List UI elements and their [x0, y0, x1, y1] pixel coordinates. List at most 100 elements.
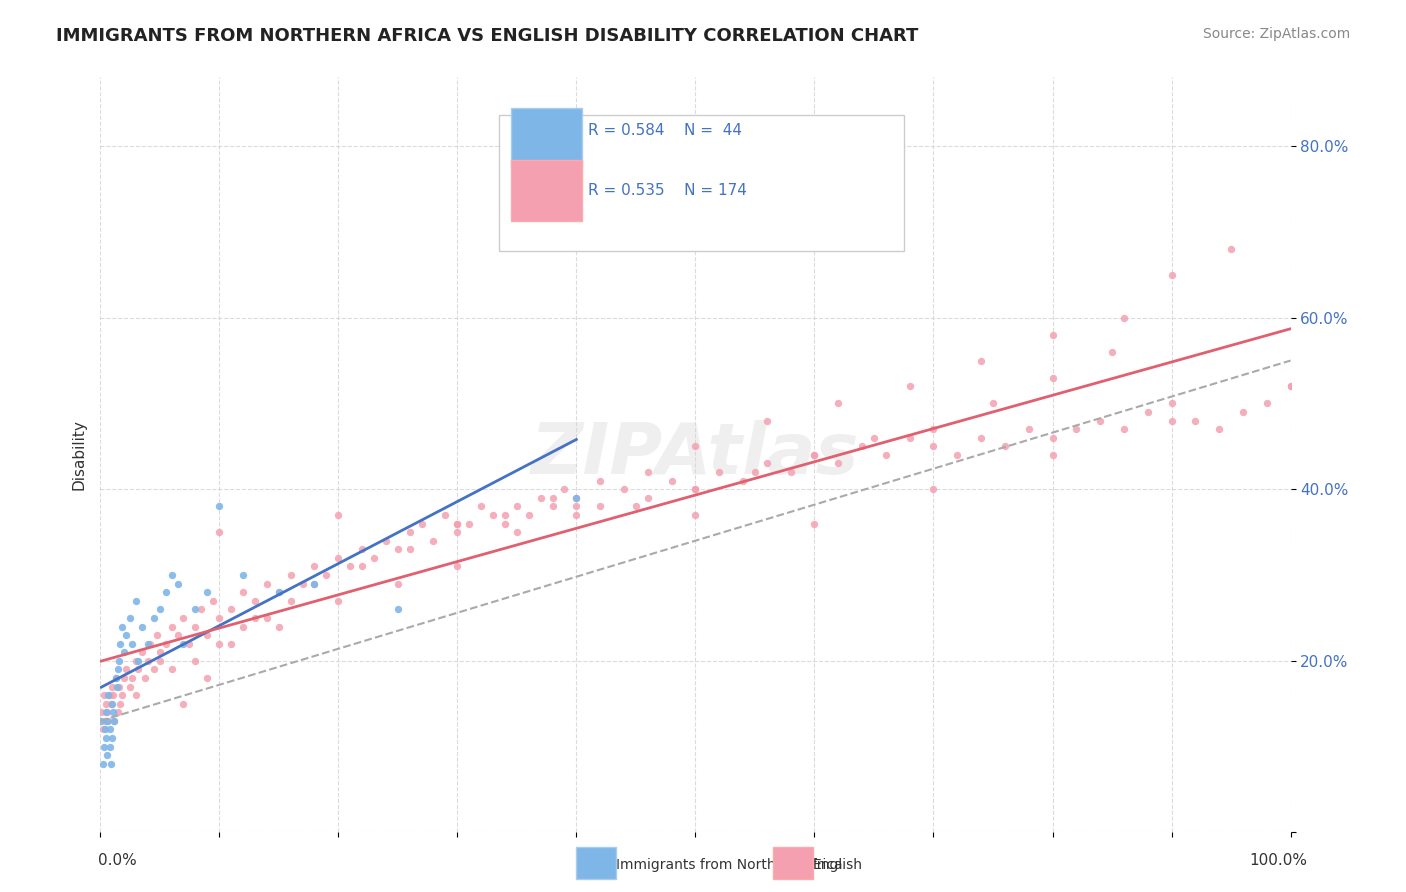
Point	[946, 448, 969, 462]
Point	[96, 706, 118, 720]
Point	[589, 474, 612, 488]
Point	[446, 516, 468, 531]
Point	[103, 714, 125, 728]
Point	[91, 723, 114, 737]
Point	[922, 482, 945, 496]
Point	[94, 723, 117, 737]
Point	[1101, 345, 1123, 359]
Point	[291, 576, 314, 591]
Point	[1136, 405, 1159, 419]
Point	[195, 671, 218, 685]
Point	[1066, 422, 1088, 436]
Point	[93, 688, 115, 702]
Point	[267, 585, 290, 599]
Point	[315, 568, 337, 582]
Point	[96, 748, 118, 763]
Point	[1279, 379, 1302, 393]
Point	[184, 654, 207, 668]
Point	[107, 706, 129, 720]
Point	[243, 594, 266, 608]
Point	[202, 594, 225, 608]
Point	[115, 628, 138, 642]
Point	[139, 637, 162, 651]
Point	[142, 662, 165, 676]
Point	[267, 619, 290, 633]
Point	[744, 465, 766, 479]
Point	[875, 448, 897, 462]
Point	[613, 482, 636, 496]
Point	[779, 465, 801, 479]
Point	[100, 697, 122, 711]
Point	[98, 723, 121, 737]
Point	[1042, 327, 1064, 342]
Point	[898, 379, 921, 393]
Point	[731, 474, 754, 488]
Point	[146, 628, 169, 642]
Point	[1112, 310, 1135, 325]
Point	[755, 457, 778, 471]
Point	[637, 491, 659, 505]
Point	[304, 559, 326, 574]
Point	[172, 697, 194, 711]
Point	[104, 671, 127, 685]
Point	[149, 602, 172, 616]
Point	[131, 619, 153, 633]
Point	[280, 594, 302, 608]
Text: R = 0.584    N =  44: R = 0.584 N = 44	[588, 123, 742, 137]
Point	[103, 688, 125, 702]
Point	[97, 688, 120, 702]
Point	[94, 697, 117, 711]
Point	[709, 465, 731, 479]
Point	[970, 431, 993, 445]
Point	[565, 491, 588, 505]
Point	[90, 714, 112, 728]
Point	[685, 508, 707, 522]
Text: ZIPAtlas: ZIPAtlas	[531, 420, 859, 490]
Point	[98, 739, 121, 754]
Point	[363, 550, 385, 565]
Point	[350, 542, 373, 557]
Point	[446, 559, 468, 574]
Text: R = 0.535    N = 174: R = 0.535 N = 174	[588, 183, 747, 198]
Point	[219, 602, 242, 616]
Point	[96, 714, 118, 728]
Point	[685, 439, 707, 453]
Point	[243, 611, 266, 625]
Point	[328, 550, 350, 565]
Point	[101, 680, 124, 694]
Text: Source: ZipAtlas.com: Source: ZipAtlas.com	[1202, 27, 1350, 41]
Point	[91, 756, 114, 771]
FancyBboxPatch shape	[499, 115, 904, 251]
Point	[446, 516, 468, 531]
Point	[103, 714, 125, 728]
Point	[160, 568, 183, 582]
Point	[125, 688, 148, 702]
Point	[98, 688, 121, 702]
Point	[803, 516, 825, 531]
Point	[494, 508, 516, 522]
Point	[922, 422, 945, 436]
Point	[339, 559, 361, 574]
Point	[125, 594, 148, 608]
Point	[136, 637, 159, 651]
Point	[115, 662, 138, 676]
Point	[101, 731, 124, 745]
Point	[267, 585, 290, 599]
Point	[232, 619, 254, 633]
Point	[110, 697, 132, 711]
Point	[142, 611, 165, 625]
Point	[232, 585, 254, 599]
Point	[118, 611, 141, 625]
Point	[155, 637, 177, 651]
Point	[589, 500, 612, 514]
Point	[1160, 414, 1182, 428]
Text: 100.0%: 100.0%	[1250, 854, 1308, 868]
Point	[127, 654, 149, 668]
Point	[304, 576, 326, 591]
Point	[1232, 405, 1254, 419]
Point	[172, 611, 194, 625]
Point	[470, 500, 492, 514]
Point	[190, 602, 212, 616]
Point	[755, 414, 778, 428]
Text: Immigrants from Northern Africa: Immigrants from Northern Africa	[616, 858, 842, 872]
